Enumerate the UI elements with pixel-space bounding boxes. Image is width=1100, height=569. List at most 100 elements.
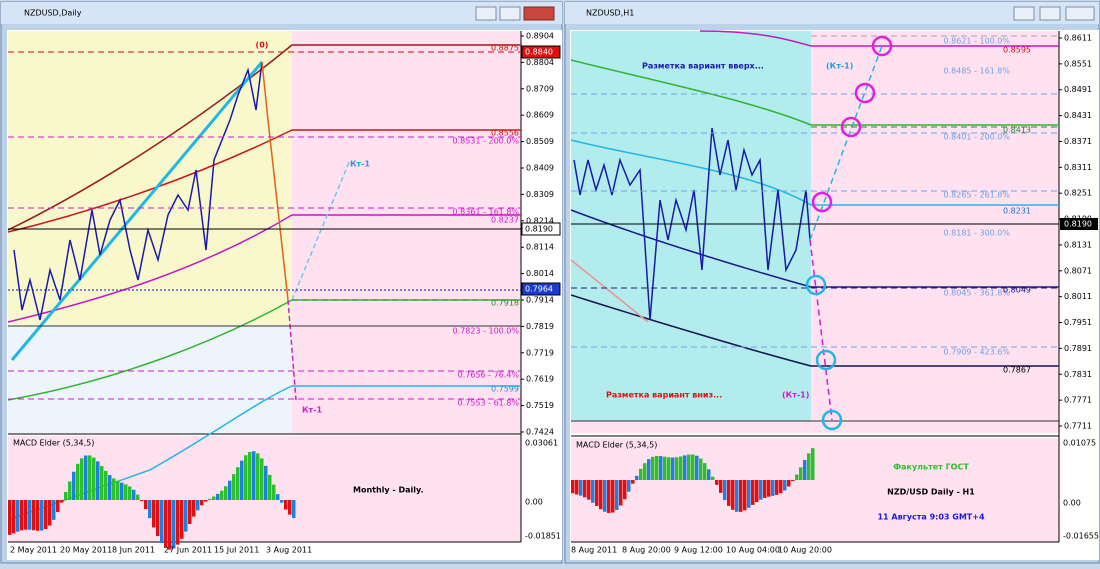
macd-bar bbox=[607, 480, 611, 514]
macd-bar bbox=[12, 500, 16, 534]
level-label: 0.7656 - 76.4% bbox=[458, 371, 520, 380]
macd-bar bbox=[687, 454, 691, 480]
macd-title: MACD Elder (5,34,5) bbox=[13, 439, 94, 448]
macd-bar bbox=[136, 494, 140, 500]
macd-bar bbox=[96, 461, 100, 500]
minimize-button[interactable] bbox=[475, 6, 497, 21]
price-label: 0.8011 bbox=[1064, 292, 1092, 301]
macd-bar bbox=[719, 480, 723, 493]
macd-bar bbox=[591, 480, 595, 503]
date-label: 8 Aug 20:00 bbox=[622, 546, 671, 555]
price-label: 0.7951 bbox=[1064, 318, 1092, 327]
date-label: 2 May 2011 bbox=[10, 546, 57, 555]
minimize-button[interactable] bbox=[1013, 6, 1035, 21]
price-label: 0.8551 bbox=[1064, 59, 1092, 68]
level-label: 0.7867 bbox=[1003, 366, 1031, 375]
price-label: 0.8251 bbox=[1064, 189, 1092, 198]
price-label: 0.7719 bbox=[526, 348, 554, 357]
close-button[interactable] bbox=[523, 6, 555, 21]
level-label: 0.8361 - 161.8% bbox=[453, 208, 520, 217]
macd-bar bbox=[288, 500, 292, 515]
price-marker bbox=[521, 282, 561, 296]
macd-bar bbox=[787, 480, 791, 487]
macd-bar bbox=[703, 463, 707, 480]
level-label: 0.7909 - 423.6% bbox=[944, 348, 1011, 357]
annotation: Monthly - Daily. bbox=[353, 486, 424, 495]
level-label: 0.7599 bbox=[491, 385, 519, 394]
macd-bar bbox=[244, 455, 248, 500]
maximize-button[interactable] bbox=[499, 6, 521, 21]
macd-bar bbox=[52, 500, 56, 520]
price-label: 0.7831 bbox=[1064, 370, 1092, 379]
price-label: 0.8509 bbox=[526, 137, 554, 146]
macd-bars bbox=[8, 448, 815, 550]
macd-bar bbox=[651, 456, 655, 480]
price-marker-label: 0.8840 bbox=[525, 48, 553, 57]
macd-bar bbox=[240, 460, 244, 500]
macd-bar bbox=[108, 475, 112, 500]
maximize-button[interactable] bbox=[1039, 6, 1061, 21]
price-label: 0.7711 bbox=[1064, 422, 1092, 431]
macd-bar bbox=[731, 480, 735, 510]
macd-bar bbox=[663, 456, 667, 480]
macd-tick: 0.03061 bbox=[525, 439, 558, 448]
annotation: (0) bbox=[256, 41, 269, 50]
price-label: 0.8371 bbox=[1064, 137, 1092, 146]
zone bbox=[571, 31, 811, 421]
price-label: 0.7914 bbox=[526, 296, 554, 305]
macd-bar bbox=[84, 455, 88, 500]
price-marker-label: 0.8190 bbox=[525, 225, 553, 234]
price-label: 0.8014 bbox=[526, 269, 554, 278]
price-label: 0.8071 bbox=[1064, 266, 1092, 275]
price-label: 0.8309 bbox=[526, 190, 554, 199]
annotation: (Кт-1) bbox=[826, 62, 853, 71]
macd-bar bbox=[148, 500, 152, 519]
level-label: 0.8231 bbox=[1003, 207, 1031, 216]
caption: Факультет ГОСТ bbox=[893, 463, 969, 472]
macd-bar bbox=[120, 482, 124, 500]
close-button[interactable] bbox=[1065, 6, 1095, 21]
price-label: 0.8609 bbox=[526, 111, 554, 120]
macd-bar bbox=[200, 500, 204, 506]
zone bbox=[8, 325, 292, 433]
level-label: 0.7553 - 61.8% bbox=[458, 399, 520, 408]
macd-tick: 0.00 bbox=[1063, 499, 1081, 508]
macd-bar bbox=[48, 500, 52, 526]
date-label: 3 Aug 2011 bbox=[266, 546, 312, 555]
macd-bar bbox=[751, 480, 755, 505]
macd-bar bbox=[807, 453, 811, 480]
price-label: 0.8611 bbox=[1064, 34, 1092, 43]
level-label: 0.8413 bbox=[1003, 126, 1031, 135]
macd-bar bbox=[771, 480, 775, 496]
macd-bar bbox=[40, 500, 44, 531]
macd-bar bbox=[196, 500, 200, 511]
title-bar bbox=[1, 2, 562, 24]
macd-bar bbox=[220, 490, 224, 500]
macd-bar bbox=[783, 480, 787, 491]
macd-bar bbox=[132, 489, 136, 500]
macd-bar bbox=[36, 500, 40, 531]
macd-bar bbox=[124, 484, 128, 500]
level-label: 0.8485 - 161.8% bbox=[944, 67, 1011, 76]
level-label: 0.8045 - 361.8% bbox=[944, 289, 1011, 298]
macd-bar bbox=[639, 468, 643, 480]
macd-bar bbox=[635, 475, 639, 480]
title-bar bbox=[565, 2, 1099, 24]
macd-bar bbox=[627, 480, 631, 492]
macd-tick: -0.01655 bbox=[1063, 532, 1099, 541]
macd-bar bbox=[88, 455, 92, 500]
macd-bar bbox=[763, 480, 767, 498]
price-label: 0.8409 bbox=[526, 164, 554, 173]
macd-bar bbox=[16, 500, 20, 532]
price-label: 0.7424 bbox=[526, 428, 554, 437]
macd-bar bbox=[176, 500, 180, 545]
macd-bar bbox=[727, 480, 731, 506]
price-label: 0.8709 bbox=[526, 84, 554, 93]
macd-bar bbox=[659, 456, 663, 480]
macd-bar bbox=[679, 456, 683, 480]
zone bbox=[292, 31, 521, 433]
macd-bar bbox=[695, 455, 699, 480]
price-marker-label: 0.8190 bbox=[1064, 220, 1092, 229]
annotation: Разметка вариант вниз... bbox=[606, 391, 722, 400]
